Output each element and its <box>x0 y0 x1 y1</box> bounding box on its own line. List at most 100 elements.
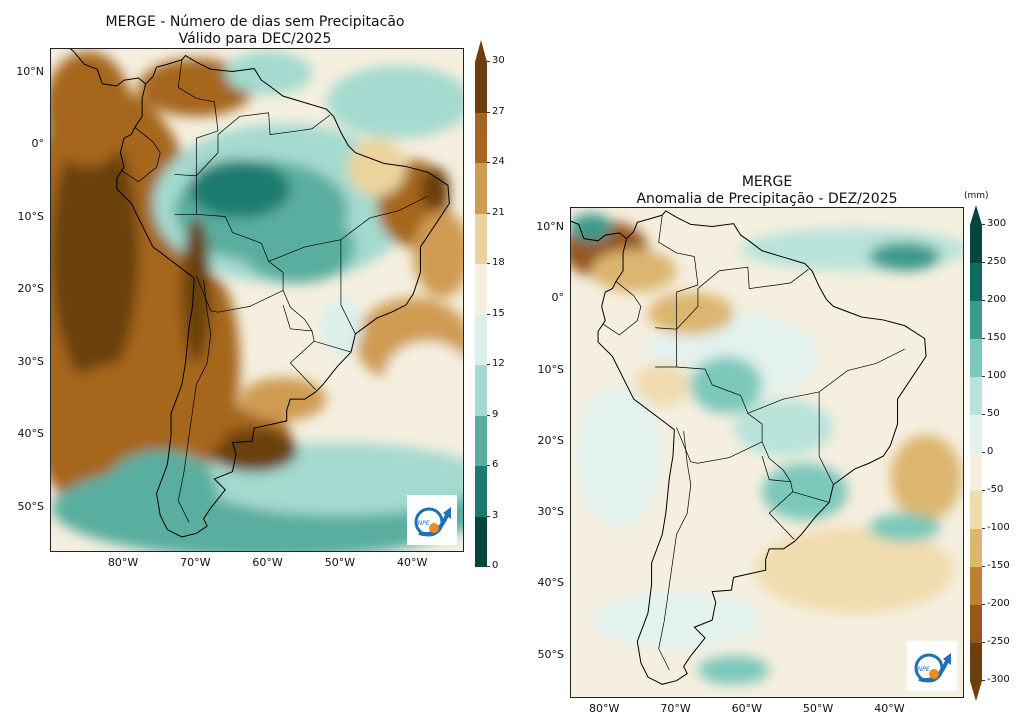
field-patch <box>326 65 463 139</box>
colorbar-tick-label: 6 <box>486 459 499 470</box>
lat-tick-label: 20°S <box>537 433 564 447</box>
country-border <box>655 327 677 368</box>
field-patch <box>210 428 298 472</box>
lat-tick-label: 30°S <box>17 354 44 368</box>
field-patch <box>51 362 197 479</box>
country-border <box>314 340 352 353</box>
colorbar-tick-label: 0 <box>486 560 499 571</box>
field-patch <box>890 434 962 521</box>
lat-tick-label: 0° <box>31 137 45 151</box>
left-title-line2: Válido para DEC/2025 <box>178 31 332 47</box>
field-patch <box>633 363 691 407</box>
colorbar-segment <box>475 213 487 264</box>
field-patch <box>869 513 941 542</box>
colorbar-segment <box>970 491 982 529</box>
colorbar-segment <box>970 453 982 491</box>
lat-tick-label: 0° <box>551 291 565 305</box>
colorbar-tick-label: 150 <box>981 332 1007 343</box>
field-patch <box>590 591 763 649</box>
lat-tick-label: 50°S <box>17 499 44 513</box>
colorbar-tick-label: 18 <box>487 257 505 268</box>
colorbar-segment <box>475 466 487 517</box>
field-patch <box>576 384 663 528</box>
colorbar-tick-label: -100 <box>982 522 1010 533</box>
colorbar-tick-label: 3 <box>486 509 499 521</box>
lon-tick-label: 40°W <box>874 702 905 715</box>
colorbar-segment <box>475 365 487 416</box>
right-title-line2: Anomalia de Precipitação - DEZ/2025 <box>636 191 898 207</box>
field-patch <box>102 449 219 537</box>
lat-tick-label: 20°S <box>17 282 44 296</box>
colorbar-segment <box>475 415 487 466</box>
precip-anomaly-map: INPE <box>570 207 964 698</box>
colorbar-tick-label: 27 <box>487 105 505 117</box>
right-map-title: MERGE Anomalia de Precipitação - DEZ/202… <box>570 174 964 208</box>
colorbar-tick-label: 250 <box>981 256 1007 267</box>
lon-tick-label: 80°W <box>589 702 620 715</box>
country-border <box>818 391 834 485</box>
anomaly-colorbar: 300 250 200 150 100 50 0 -50 -100 -150 -200 -250 -30… <box>970 205 1010 705</box>
lat-tick-label: 30°S <box>537 505 564 519</box>
lon-tick-label: 50°W <box>802 702 834 715</box>
lat-tick-label: 10°N <box>536 219 564 233</box>
field-patch <box>869 242 941 271</box>
lon-tick-label: 60°W <box>731 702 762 715</box>
lat-tick-label: 40°S <box>537 576 564 590</box>
colorbar-segment <box>970 415 982 453</box>
coastline <box>571 210 927 685</box>
field-patch <box>51 51 132 168</box>
lon-tick-label: 80°W <box>107 556 139 569</box>
colorbar-tick-label: 50 <box>982 408 1000 419</box>
country-border <box>177 279 212 523</box>
field-patch <box>413 210 463 298</box>
colorbar-extend-arrow-max <box>970 205 982 225</box>
lon-tick-label: 60°W <box>252 556 283 569</box>
colorbar-segment <box>970 301 982 339</box>
colorbar-segment <box>475 112 487 163</box>
colorbar-segment <box>475 314 487 365</box>
country-border <box>282 304 313 332</box>
colorbar-tick-label: 300 <box>981 218 1007 229</box>
field-patch <box>754 527 955 613</box>
field-patch <box>384 341 463 414</box>
country-border <box>340 239 356 335</box>
country-border <box>658 431 692 671</box>
colorbar-segment <box>970 263 982 301</box>
field-patch <box>225 51 313 95</box>
colorbar-tick-label: 30 <box>487 55 505 66</box>
colorbar-unit: (mm) <box>964 191 989 201</box>
left-map-title: MERGE - Número de dias sem Precipitacão … <box>40 14 470 48</box>
field-patch <box>189 159 291 218</box>
colorbar-segment <box>475 516 487 567</box>
lon-tick-label: 50°W <box>324 556 356 569</box>
colorbar-segment <box>970 339 982 377</box>
dry-days-field <box>51 51 463 551</box>
colorbar-tick-label: 12 <box>487 358 505 369</box>
colorbar-segment <box>475 62 487 113</box>
colorbar-tick-label: 24 <box>487 156 505 167</box>
lat-tick-label: 10°S <box>17 209 44 223</box>
colorbar-segment <box>970 225 982 263</box>
country-border <box>658 215 699 330</box>
field-patch <box>239 210 356 284</box>
country-border <box>676 266 809 330</box>
colorbar-tick-label: 9 <box>486 408 499 420</box>
lon-tick-label: 70°W <box>660 702 691 715</box>
country-border <box>174 174 197 215</box>
colorbar-segment <box>970 567 982 605</box>
field-patch <box>239 377 327 421</box>
svg-text:INPE: INPE <box>916 666 930 673</box>
lat-tick-label: 40°S <box>17 427 44 441</box>
dry-days-colorbar: 0 3 6 9 12 15 18 21 24 27 30 <box>475 40 505 571</box>
country-border <box>196 112 331 177</box>
colorbar-extend-arrow-min <box>970 681 982 701</box>
country-border <box>747 348 905 414</box>
country-border <box>792 491 830 503</box>
field-patch <box>690 356 763 414</box>
colorbar-segment <box>970 643 982 681</box>
colorbar-segment <box>970 377 982 415</box>
lat-tick-label: 10°N <box>16 64 44 78</box>
colorbar-tick-label: -50 <box>981 484 1004 495</box>
field-patch <box>733 399 834 457</box>
field-patch <box>571 213 613 243</box>
